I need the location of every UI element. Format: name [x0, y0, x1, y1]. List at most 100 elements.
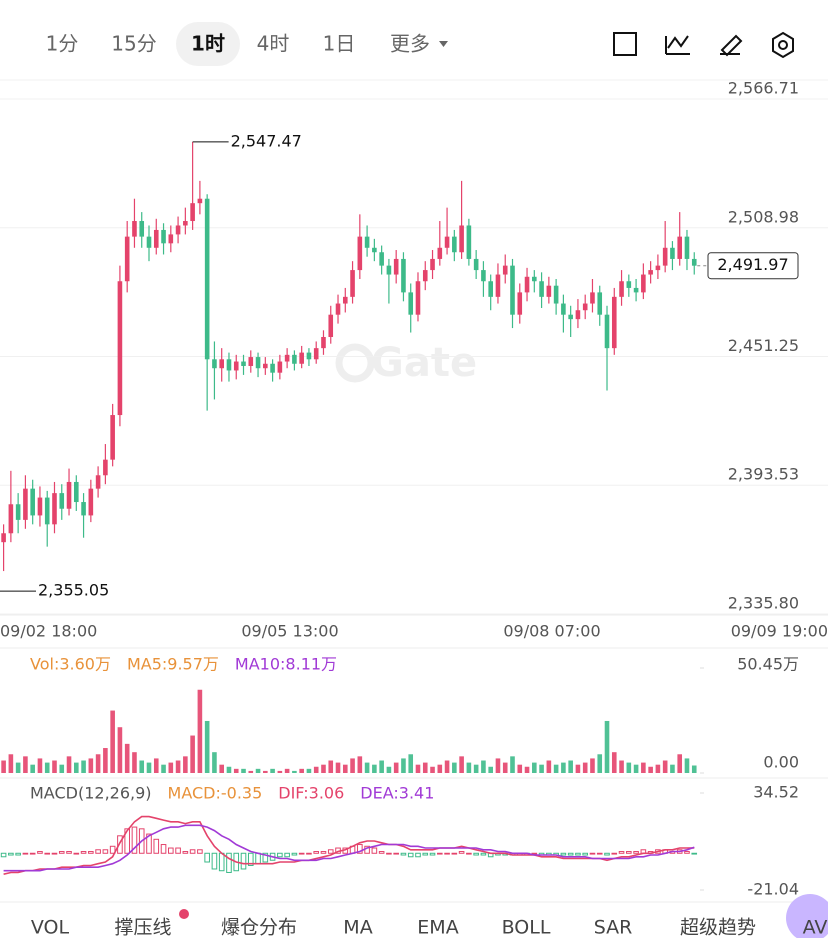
y-tick-label: 2,508.98 — [728, 207, 799, 226]
volume-bar — [393, 762, 399, 773]
candle-body — [15, 504, 21, 520]
candle-body — [466, 225, 472, 259]
y-tick-label: 2,566.71 — [728, 79, 799, 98]
volume-bar — [255, 768, 261, 773]
y-tick-label: 50.45万 — [737, 655, 799, 674]
macd-bar — [44, 852, 51, 855]
volume-bar — [357, 756, 363, 773]
volume-bar — [604, 720, 610, 773]
candle-body — [139, 221, 145, 237]
candle-body — [619, 281, 624, 297]
candle-body — [611, 296, 617, 349]
candle-body — [510, 265, 515, 315]
macd-bar — [0, 852, 7, 858]
volume-bar — [59, 764, 65, 773]
volume-bar — [386, 766, 392, 773]
candle-body — [677, 236, 683, 259]
volume-bar — [466, 762, 472, 773]
icon-draw[interactable] — [720, 34, 743, 57]
volume-bar — [321, 764, 326, 773]
candle-body — [561, 303, 566, 315]
macd-bar — [247, 852, 254, 866]
time-tab[interactable]: 1分 — [46, 32, 79, 56]
volume-bar — [124, 743, 130, 773]
macd-bar — [313, 851, 320, 854]
macd-bar — [73, 852, 80, 855]
volume-bar — [248, 770, 254, 773]
volume-bar — [161, 764, 166, 773]
volume-header: MA10:8.11万 — [235, 655, 337, 674]
volume-bar — [561, 762, 566, 773]
time-tab[interactable]: 15分 — [111, 32, 156, 56]
volume-bar — [619, 760, 624, 773]
low-label: 2,355.05 — [38, 581, 109, 600]
candle-body — [1, 533, 6, 543]
time-tab[interactable]: 1时 — [191, 32, 225, 56]
icon-indicator[interactable] — [665, 35, 690, 55]
volume-bar — [313, 766, 319, 773]
volume-bar — [524, 766, 530, 773]
volume-bar — [481, 760, 486, 773]
volume-bar — [233, 768, 239, 773]
candle-body — [401, 258, 406, 293]
indicator-tab[interactable]: EMA — [417, 917, 458, 938]
time-tab[interactable]: 4时 — [257, 32, 290, 56]
candle-body — [473, 258, 479, 271]
candle-body — [459, 225, 464, 253]
volume-bar — [422, 762, 428, 773]
candle-body — [44, 497, 50, 525]
candle-body — [691, 258, 697, 266]
macd-bar — [560, 852, 567, 856]
indicator-tab[interactable]: 撑压线 — [114, 917, 171, 938]
macd-line — [3, 815, 695, 875]
volume-bar — [611, 752, 617, 773]
macd-bar — [633, 851, 639, 854]
indicator-tab[interactable]: 爆仓分布 — [221, 917, 297, 938]
macd-bar — [604, 852, 610, 856]
macd-bar — [284, 852, 290, 858]
candle-body — [30, 488, 35, 516]
macd-bar — [88, 851, 94, 854]
volume-bar — [590, 758, 595, 773]
time-tab[interactable]: 更多 — [390, 32, 430, 56]
macd-bar — [168, 847, 174, 854]
high-label: 2,547.47 — [231, 131, 302, 150]
macd-bar — [8, 852, 14, 856]
candle-body — [524, 276, 530, 293]
volume-bar — [415, 764, 421, 773]
indicator-tab[interactable]: BOLL — [502, 917, 551, 938]
candle-body — [292, 354, 297, 364]
macd-bar — [146, 833, 152, 854]
volume-header: Vol:3.60万 — [30, 655, 111, 674]
volume-bar — [226, 766, 232, 773]
time-label: 09/08 07:00 — [503, 622, 600, 641]
indicator-tab[interactable]: 超级趋势 — [680, 917, 756, 938]
volume-bar — [95, 754, 101, 773]
volume-bar — [197, 689, 203, 773]
candle-body — [648, 270, 653, 275]
macd-bar — [211, 852, 218, 870]
assistant-avatar[interactable] — [786, 894, 828, 938]
candle-body — [626, 281, 632, 288]
toolbar-icons — [613, 31, 794, 59]
indicator-tab[interactable]: MA — [343, 917, 372, 938]
candle-body — [299, 352, 304, 364]
indicator-tab[interactable]: SAR — [594, 917, 633, 938]
macd-bar — [378, 851, 385, 854]
volume-bar — [292, 770, 297, 773]
y-tick-label: 2,393.53 — [728, 465, 799, 484]
volume-bar — [597, 754, 603, 773]
macd-bar — [422, 852, 429, 856]
candle-body — [132, 221, 137, 237]
candle-body — [350, 270, 355, 297]
time-tab[interactable]: 1日 — [323, 32, 356, 56]
indicator-tab[interactable]: VOL — [31, 917, 70, 938]
volume-bar — [117, 727, 123, 773]
icon-settings[interactable] — [772, 31, 794, 59]
indicator-tab[interactable]: AV — [803, 917, 828, 938]
candle-body — [386, 265, 392, 275]
macd-bar — [684, 851, 690, 854]
macd-bar — [473, 852, 479, 856]
icon-layout[interactable] — [613, 32, 637, 56]
